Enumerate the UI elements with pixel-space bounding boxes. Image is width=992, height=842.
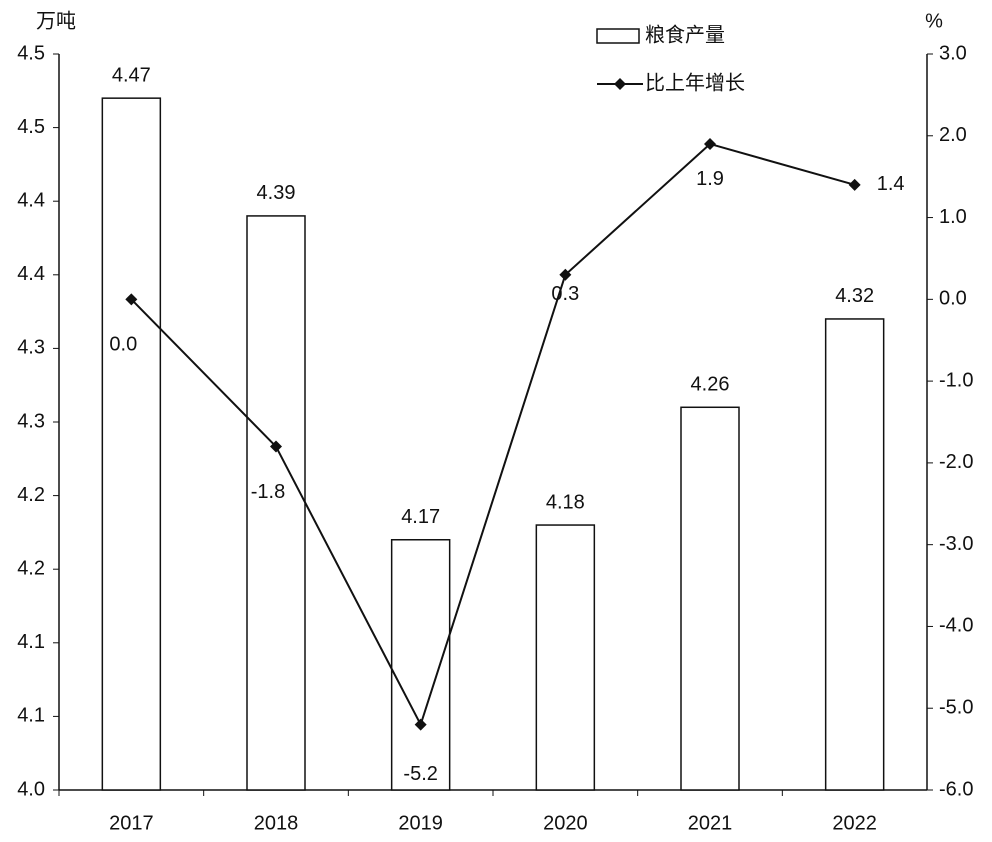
line-marker	[270, 440, 282, 453]
bar-value-label: 4.17	[401, 506, 440, 528]
bar	[680, 406, 740, 791]
line-marker	[704, 137, 716, 150]
bar-value-label: 4.39	[257, 182, 296, 204]
legend-swatch	[596, 28, 640, 44]
line-value-label: -1.8	[251, 481, 285, 503]
x-tick-label: 2017	[109, 812, 154, 834]
bar	[535, 524, 596, 791]
y2-tick-label: -6.0	[939, 778, 973, 800]
line-marker	[414, 718, 427, 731]
bar	[824, 318, 885, 791]
bar-value-label: 4.47	[112, 64, 151, 86]
y2-axis-title: %	[925, 10, 943, 32]
line-marker	[848, 178, 861, 191]
line-marker	[125, 293, 138, 306]
y2-tick-label: -4.0	[939, 615, 973, 637]
y2-tick-label: -5.0	[939, 697, 973, 719]
line-value-label: 0.0	[109, 334, 137, 356]
x-tick-label: 2022	[832, 812, 877, 834]
y-tick-label: 4.4	[17, 189, 45, 211]
y-tick-label: 4.5	[17, 116, 45, 138]
y2-tick-label: -1.0	[939, 369, 973, 391]
line-value-label: 1.4	[877, 173, 905, 195]
y-tick-label: 4.0	[17, 778, 45, 800]
bar	[246, 215, 306, 791]
x-tick-label: 2021	[688, 812, 733, 834]
y2-tick-label: -3.0	[939, 533, 973, 555]
legend-label: 比上年增长	[645, 71, 745, 94]
y2-tick-label: 3.0	[939, 42, 967, 64]
legend-label: 粮食产量	[645, 23, 725, 46]
line-value-label: 0.3	[551, 283, 579, 305]
bar-value-label: 4.32	[835, 285, 874, 307]
bar-value-label: 4.18	[546, 491, 585, 513]
y-tick-label: 4.1	[17, 705, 45, 727]
line-value-label: 1.9	[696, 168, 724, 190]
x-tick-label: 2019	[398, 812, 443, 834]
x-tick-label: 2018	[254, 812, 299, 834]
bar	[101, 97, 162, 791]
y2-tick-label: 0.0	[939, 288, 967, 310]
y2-tick-label: -2.0	[939, 451, 973, 473]
x-tick-label: 2020	[543, 812, 588, 834]
legend-marker	[614, 78, 626, 90]
y-tick-label: 4.3	[17, 337, 45, 359]
line-value-label: -5.2	[403, 763, 437, 785]
y-tick-label: 4.5	[17, 42, 45, 64]
y-tick-label: 4.2	[17, 484, 45, 506]
y-tick-label: 4.4	[17, 263, 45, 285]
line-marker	[559, 268, 572, 281]
line	[130, 142, 855, 728]
y-tick-label: 4.3	[17, 410, 45, 432]
y-tick-label: 4.2	[17, 557, 45, 579]
y2-tick-label: 2.0	[939, 124, 967, 146]
y-axis-title: 万吨	[36, 9, 76, 32]
y-tick-label: 4.1	[17, 631, 45, 653]
bar-value-label: 4.26	[691, 374, 730, 396]
bar	[390, 539, 451, 791]
y2-tick-label: 1.0	[939, 206, 967, 228]
